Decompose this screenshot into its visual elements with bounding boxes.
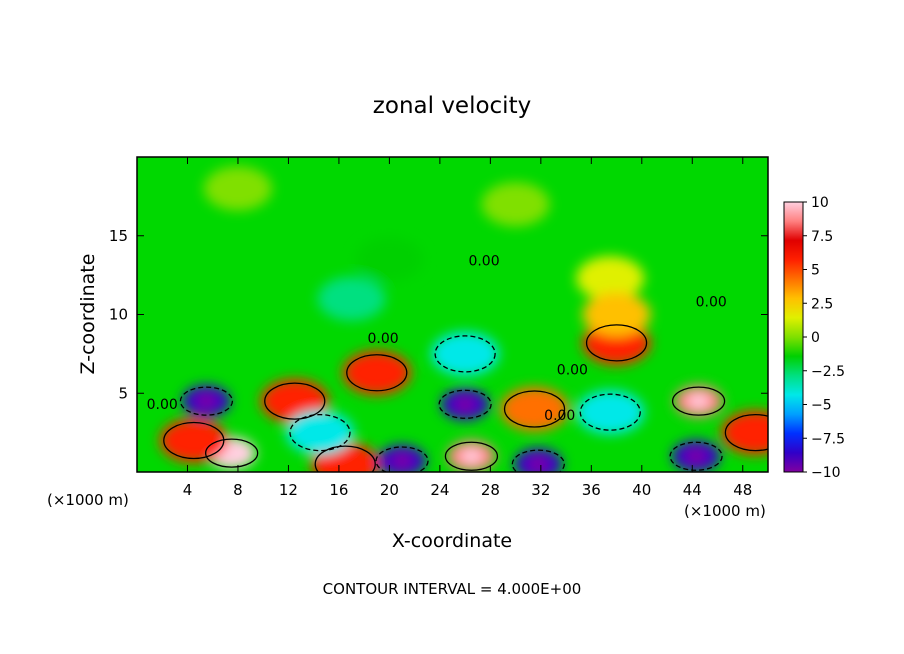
contour-line-3 <box>264 382 326 420</box>
contour-line-14 <box>669 441 723 471</box>
contour-line-8 <box>438 389 492 419</box>
heatmap-cell-5 <box>342 350 411 395</box>
colorbar-tick-label-1: 7.5 <box>811 229 833 245</box>
x-axis-label: X-coordinate <box>392 530 512 552</box>
colorbar-tick-label-6: −5 <box>811 398 832 414</box>
heatmap-cell-20 <box>203 166 272 211</box>
y-tick-label-1: 10 <box>109 306 128 324</box>
heatmap-cell-17 <box>431 331 500 376</box>
heatmap-core-0 <box>195 393 218 409</box>
heatmap-core-7 <box>460 449 483 464</box>
heatmap-cell-2 <box>159 418 228 463</box>
contour-line-9 <box>503 390 566 428</box>
contour-interval-note: CONTOUR INTERVAL = 4.000E+00 <box>323 580 582 598</box>
contour-label-5: 0.00 <box>696 295 727 311</box>
colorbar-tick-label-8: −10 <box>811 465 841 481</box>
colorbar-tick-label-5: −2.5 <box>811 364 845 380</box>
heatmap-cell-9 <box>500 387 569 431</box>
contour-line-6 <box>375 446 429 472</box>
colorbar-tick-label-3: 2.5 <box>811 296 833 312</box>
x-tick-label-11: 48 <box>733 481 752 499</box>
plot-area <box>137 157 768 472</box>
heatmap-cell-23 <box>582 292 651 337</box>
x-tick-label-7: 32 <box>531 481 550 499</box>
contour-line-12 <box>579 393 641 431</box>
x-tick-label-6: 28 <box>481 481 500 499</box>
x-tick-label-5: 24 <box>430 481 449 499</box>
x-tick-label-4: 20 <box>380 481 399 499</box>
colorbar-tick-label-2: 5 <box>811 263 820 279</box>
x-tick-label-0: 4 <box>183 481 193 499</box>
colorbar: 10 7.5 5 2.5 0 −2.5 −5 −7.5 −10 <box>783 195 845 481</box>
chart-title: zonal velocity <box>373 93 531 119</box>
heatmap-core-14 <box>685 449 707 464</box>
contour-line-7 <box>444 441 499 471</box>
x-tick-label-1: 8 <box>233 481 243 499</box>
x-tick-label-10: 44 <box>683 481 702 499</box>
x-tick-label-8: 36 <box>582 481 601 499</box>
contour-label-3: 0.00 <box>557 362 588 378</box>
y-tick-label-0: 5 <box>118 384 128 402</box>
contour-line-19 <box>724 413 768 452</box>
x-tick-label-3: 16 <box>329 481 348 499</box>
y-tick-label-2: 15 <box>109 227 128 245</box>
heatmap-core-1 <box>220 445 243 461</box>
contour-line-11 <box>585 324 648 362</box>
heatmap-cell-21 <box>481 182 550 227</box>
colorbar-tick-label-4: 0 <box>811 330 820 346</box>
y-axis-label: Z-coordinate <box>77 254 99 375</box>
contour-line-18 <box>289 413 351 452</box>
heatmap-cell-19 <box>721 410 768 455</box>
heatmap-cell-12 <box>576 390 645 435</box>
contour-line-13 <box>671 386 726 416</box>
contour-line-5 <box>346 354 408 392</box>
heatmap-cell-22 <box>355 237 424 282</box>
heatmap-cell-15 <box>576 256 645 301</box>
x-tick-label-2: 12 <box>279 481 298 499</box>
contour-label-1: 0.00 <box>368 331 399 347</box>
x-unit-label-left: (×1000 m) <box>47 491 129 509</box>
heatmap-core-10 <box>527 456 550 472</box>
colorbar-gradient <box>783 201 804 473</box>
contour-line-2 <box>163 421 225 460</box>
heatmap-cell-18 <box>285 410 354 455</box>
heatmap-core-13 <box>687 393 710 409</box>
contour-label-0: 0.00 <box>468 254 499 270</box>
contour-line-17 <box>434 335 496 373</box>
contour-line-0 <box>179 386 234 416</box>
x-tick-label-9: 40 <box>632 481 651 499</box>
contour-line-4 <box>314 445 376 472</box>
colorbar-tick-label-0: 10 <box>811 195 829 211</box>
heatmap-cell-16 <box>317 276 386 321</box>
colorbar-tick-label-7: −7.5 <box>811 431 845 447</box>
contour-line-10 <box>511 449 565 472</box>
contour-line-1 <box>204 438 259 468</box>
x-unit-label-right: (×1000 m) <box>684 502 766 520</box>
contour-label-2: 0.00 <box>147 397 178 413</box>
heatmap-core-6 <box>391 453 413 469</box>
contour-label-4: 0.00 <box>544 408 575 424</box>
heatmap-core-8 <box>454 397 476 412</box>
